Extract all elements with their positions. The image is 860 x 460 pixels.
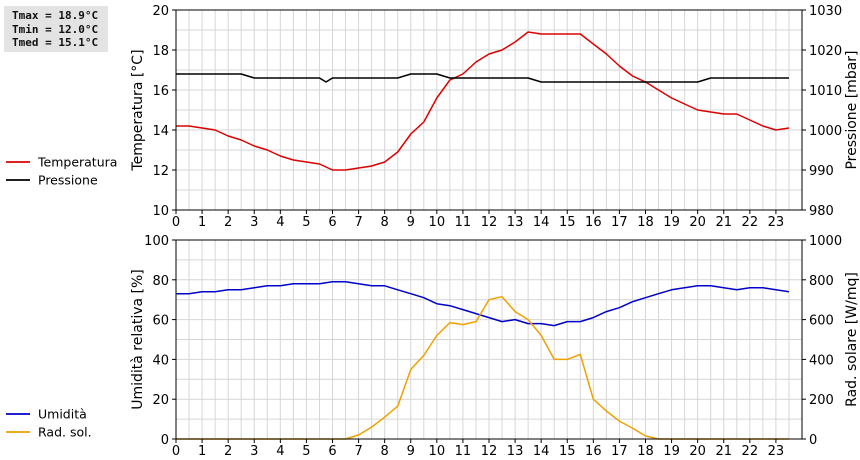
- y2-tick-label: 1000: [809, 124, 842, 139]
- x-tick-label: 17: [611, 444, 628, 459]
- x-tick-label: 9: [407, 215, 415, 230]
- y-tick-label: 40: [152, 353, 169, 368]
- x-tick-label: 2: [224, 215, 232, 230]
- y2-tick-label: 1010: [809, 84, 842, 99]
- x-tick-label: 11: [455, 215, 472, 230]
- x-tick-label: 13: [507, 444, 524, 459]
- x-tick-label: 5: [302, 444, 310, 459]
- x-tick-label: 19: [663, 215, 680, 230]
- x-tick-label: 12: [481, 215, 498, 230]
- y2-tick-label: 990: [809, 164, 834, 179]
- x-tick-label: 2: [224, 444, 232, 459]
- x-tick-label: 16: [585, 444, 602, 459]
- x-tick-label: 16: [585, 215, 602, 230]
- y2-tick-label: 1020: [809, 44, 842, 59]
- x-tick-label: 18: [637, 444, 654, 459]
- x-tick-label: 0: [172, 215, 180, 230]
- y2-tick-label: 1030: [809, 4, 842, 19]
- legend: Temperatura Pressione: [6, 155, 117, 188]
- tmin-label: Tmin = 12.0°C: [12, 22, 99, 36]
- y-tick-label: 80: [152, 274, 169, 289]
- y-tick-label: 12: [152, 164, 169, 179]
- temperature-pressure-chart: 0 1 2 3 4 5 6 7 8 9 10 11 12 13 14 15 16 17 18 19 20 21 22 2310…: [6, 4, 860, 230]
- y2-tick-label: 600: [809, 314, 834, 329]
- y-axis-label: Umidità relativa [%]: [130, 269, 146, 410]
- x-tick-label: 13: [507, 215, 524, 230]
- humidity-radiation-chart: 0 1 2 3 4 5 6 7 8 9 10 11 12 13 14 15 16 17 18 19 20 21 22 2302…: [6, 234, 860, 459]
- series-line-pressione: [176, 73, 789, 83]
- x-tick-label: 10: [429, 444, 446, 459]
- x-tick-label: 3: [250, 215, 258, 230]
- legend-label: Rad. sol.: [38, 425, 92, 440]
- x-tick-label: 22: [742, 444, 759, 459]
- y-tick-label: 0: [161, 433, 169, 448]
- legend: Umidità Rad. sol.: [6, 407, 92, 440]
- x-tick-label: 19: [663, 444, 680, 459]
- x-tick-label: 3: [250, 444, 258, 459]
- x-tick-label: 6: [328, 215, 336, 230]
- y2-axis-label: Pressione [mbar]: [844, 50, 860, 169]
- x-tick-label: 7: [354, 215, 362, 230]
- x-tick-label: 15: [559, 215, 576, 230]
- tmed-label: Tmed = 15.1°C: [12, 36, 99, 49]
- y-tick-label: 10: [152, 204, 169, 219]
- x-tick-label: 15: [559, 444, 576, 459]
- x-tick-label: 14: [533, 215, 550, 230]
- y-tick-label: 20: [152, 393, 169, 408]
- x-tick-label: 1: [198, 215, 206, 230]
- y2-tick-label: 400: [809, 353, 834, 368]
- x-tick-label: 20: [689, 215, 706, 230]
- grid: [176, 240, 802, 439]
- y-tick-label: 20: [152, 4, 169, 19]
- x-tick-label: 4: [276, 444, 284, 459]
- x-tick-label: 1: [198, 444, 206, 459]
- x-tick-label: 22: [742, 215, 759, 230]
- x-tick-label: 18: [637, 215, 654, 230]
- y-tick-label: 18: [152, 44, 169, 59]
- x-tick-label: 4: [276, 215, 284, 230]
- y2-tick-label: 980: [809, 204, 834, 219]
- y-tick-label: 16: [152, 84, 169, 99]
- x-tick-label: 7: [354, 444, 362, 459]
- x-tick-label: 10: [429, 215, 446, 230]
- y2-tick-label: 1000: [809, 234, 842, 249]
- x-tick-label: 14: [533, 444, 550, 459]
- tmax-label: Tmax = 18.9°C: [12, 9, 99, 22]
- x-tick-label: 11: [455, 444, 472, 459]
- x-tick-label: 0: [172, 444, 180, 459]
- x-tick-label: 21: [715, 215, 732, 230]
- stats-box: Tmax = 18.9°C Tmin = 12.0°C Tmed = 15.1°…: [4, 6, 108, 52]
- x-tick-label: 6: [328, 444, 336, 459]
- x-tick-label: 17: [611, 215, 628, 230]
- y-tick-label: 60: [152, 314, 169, 329]
- x-tick-label: 23: [768, 444, 785, 459]
- x-tick-label: 9: [407, 444, 415, 459]
- x-tick-label: 23: [768, 215, 785, 230]
- x-tick-label: 20: [689, 444, 706, 459]
- y2-tick-label: 0: [809, 433, 817, 448]
- x-tick-label: 21: [715, 444, 732, 459]
- x-tick-label: 5: [302, 215, 310, 230]
- series-line-temperatura: [176, 31, 790, 171]
- y-tick-label: 100: [144, 234, 169, 249]
- legend-label: Pressione: [38, 173, 98, 188]
- series-line-umidit-: [176, 281, 790, 327]
- legend-label: Umidità: [38, 407, 87, 422]
- y2-tick-label: 800: [809, 274, 834, 289]
- y-tick-label: 14: [152, 124, 169, 139]
- legend-label: Temperatura: [37, 155, 117, 170]
- x-tick-label: 8: [381, 444, 389, 459]
- x-tick-label: 8: [381, 215, 389, 230]
- y-axis-label: Temperatura [°C]: [130, 49, 146, 171]
- grid: [176, 10, 802, 210]
- x-tick-label: 12: [481, 444, 498, 459]
- y2-axis-label: Rad. solare [W/mq]: [844, 272, 860, 407]
- y2-tick-label: 200: [809, 393, 834, 408]
